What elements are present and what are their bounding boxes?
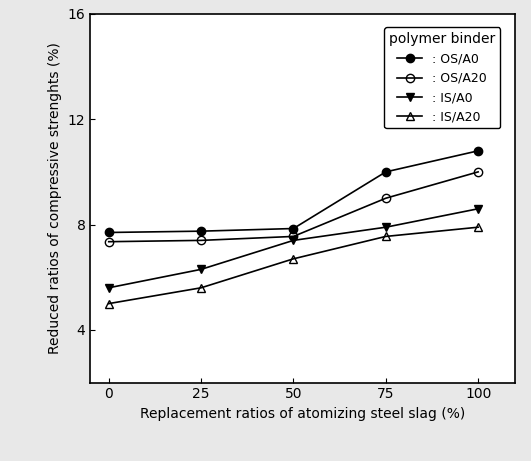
X-axis label: Replacement ratios of atomizing steel slag (%): Replacement ratios of atomizing steel sl…: [140, 407, 465, 421]
Y-axis label: Reduced ratios of compressive strenghts (%): Reduced ratios of compressive strenghts …: [48, 42, 62, 354]
Legend: : OS/A0, : OS/A20, : IS/A0, : IS/A20: : OS/A0, : OS/A20, : IS/A0, : IS/A20: [384, 28, 500, 129]
